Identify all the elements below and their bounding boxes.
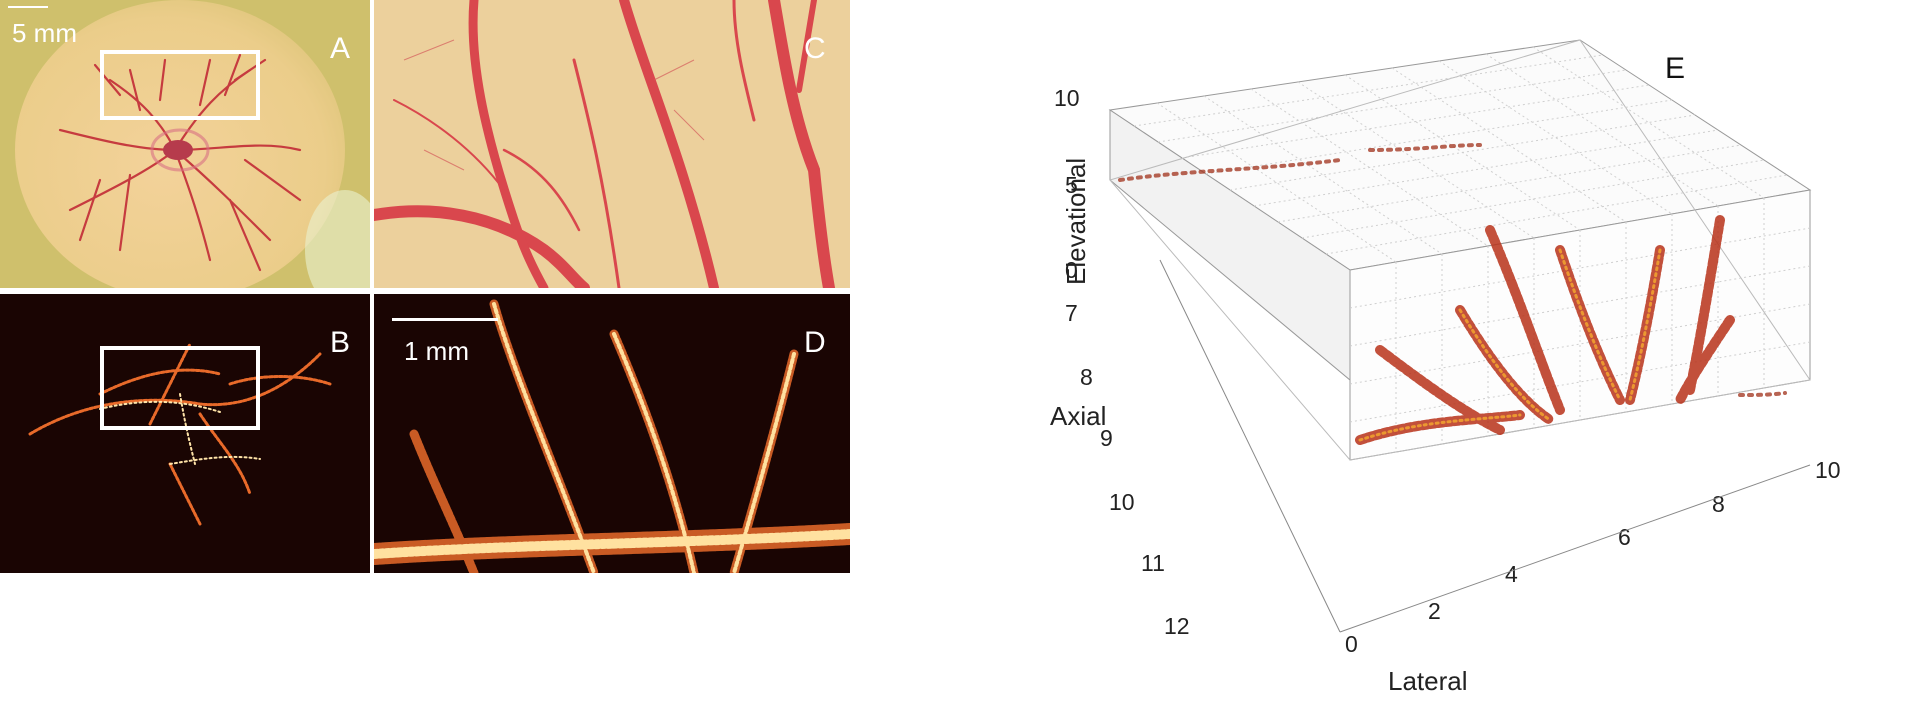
panel-b-ultrasound: B: [0, 294, 370, 573]
scale-label: 5 mm: [12, 18, 77, 48]
lateral-axis-label: Lateral: [1388, 666, 1468, 696]
elevational-tick: 5: [1065, 172, 1078, 198]
lateral-tick: 6: [1618, 524, 1631, 550]
scale-label: 1 mm: [404, 336, 469, 366]
vessel-photo-illustration: [374, 0, 850, 288]
lateral-tick: 0: [1345, 631, 1358, 657]
axial-tick: 12: [1164, 613, 1190, 639]
scale-bar: [392, 318, 498, 321]
panel-e-3d-volume: 10 5 0 7 8 9 10 11 12 0 2 4 6 8 10 Eleva…: [1040, 0, 1920, 702]
elevational-tick: 0: [1065, 257, 1078, 283]
panel-label: C: [804, 32, 826, 65]
lateral-tick: 4: [1505, 561, 1518, 587]
zoomed-ultrasound-map: [374, 294, 850, 573]
panel-c-photo: C: [374, 0, 850, 288]
vessel-structures: [1118, 143, 1787, 445]
grid-lines: [1133, 46, 1811, 452]
lateral-tick: 10: [1815, 457, 1841, 483]
axial-tick: 8: [1080, 364, 1093, 390]
axial-tick: 7: [1065, 300, 1078, 326]
panel-d-ultrasound: 1 mm D: [374, 294, 850, 573]
ultrasound-vascular-map: [0, 294, 370, 573]
scale-bar: [8, 6, 48, 8]
axial-axis-label: Axial: [1050, 401, 1106, 431]
region-of-interest-box: [100, 50, 260, 120]
elevational-tick: 10: [1054, 85, 1080, 111]
panel-label: B: [330, 326, 351, 359]
panel-label: A: [330, 32, 351, 65]
plot-floor-face: [1109, 39, 1811, 461]
axial-tick: 11: [1141, 550, 1165, 576]
panel-label: D: [804, 326, 826, 359]
lateral-tick: 8: [1712, 491, 1725, 517]
panel-a-photo: 5 mm A: [0, 0, 370, 288]
elevational-axis-label: Elevational: [1061, 158, 1091, 285]
panel-label: E: [1665, 52, 1685, 85]
egg-photo-illustration: [0, 0, 370, 288]
region-of-interest-box: [100, 346, 260, 430]
volume-plot: 10 5 0 7 8 9 10 11 12 0 2 4 6 8 10 Eleva…: [1050, 39, 1841, 696]
axial-tick: 9: [1100, 425, 1113, 451]
axial-tick: 10: [1109, 489, 1135, 515]
lateral-tick: 2: [1428, 598, 1441, 624]
